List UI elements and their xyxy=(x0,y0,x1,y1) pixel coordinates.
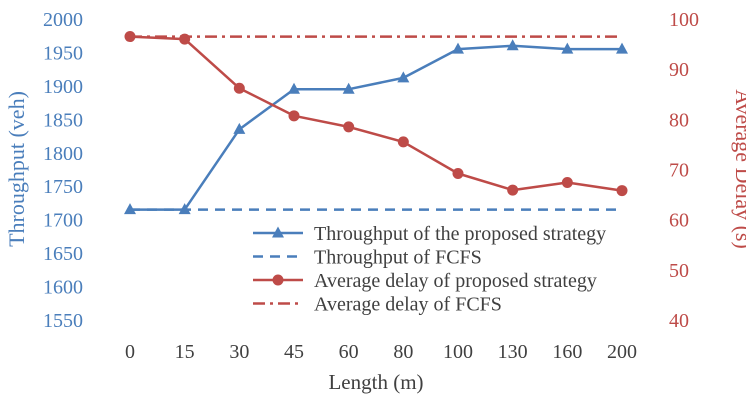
series-2-point-1 xyxy=(179,33,191,45)
series-2-point-7 xyxy=(507,184,519,196)
x-axis-title: Length (m) xyxy=(328,370,423,394)
x-tick-7: 130 xyxy=(498,341,528,363)
y-tick-left-7: 1900 xyxy=(43,76,83,98)
x-tick-6: 100 xyxy=(443,341,473,363)
series-0-point-2 xyxy=(233,122,246,134)
legend-label-2: Average delay of proposed strategy xyxy=(314,270,597,292)
series-0-point-5 xyxy=(397,71,410,83)
series-line-2 xyxy=(129,35,623,192)
y-tick-right-4: 80 xyxy=(669,109,689,131)
series-0-point-9 xyxy=(616,42,628,54)
y-tick-right-2: 60 xyxy=(669,210,689,232)
legend-label-0: Throughput of the proposed strategy xyxy=(314,223,606,245)
right-y-axis: 40 50 60 70 80 90 100 xyxy=(669,9,699,332)
y-tick-left-1: 1600 xyxy=(43,277,83,299)
series-2-point-2 xyxy=(233,82,245,94)
y-axis-title-left: Throughput (veh) xyxy=(4,91,29,247)
series-0-point-7 xyxy=(506,39,519,51)
series-0-point-8 xyxy=(561,42,574,54)
y-tick-left-2: 1650 xyxy=(43,243,83,265)
series-2-point-3 xyxy=(288,110,300,122)
legend-item-0: Throughput of the proposed strategy xyxy=(253,223,606,245)
series-0-point-6 xyxy=(452,42,464,54)
y-tick-left-9: 2000 xyxy=(43,9,83,31)
x-axis: 0 15 30 45 60 80 100 130 160 200 xyxy=(125,341,637,363)
y-tick-right-0: 40 xyxy=(669,310,689,332)
legend-item-2: Average delay of proposed strategy xyxy=(253,270,597,292)
legend-marker-2 xyxy=(272,274,284,286)
series-0-point-4 xyxy=(342,82,355,94)
y-tick-right-3: 70 xyxy=(669,160,689,182)
x-tick-2: 30 xyxy=(229,341,249,363)
legend-item-3: Average delay of FCFS xyxy=(253,294,502,316)
series-0-point-3 xyxy=(288,82,300,94)
y-tick-left-0: 1550 xyxy=(43,310,83,332)
y-tick-left-8: 1950 xyxy=(43,42,83,64)
series-2-point-9 xyxy=(616,185,628,197)
y-tick-left-5: 1800 xyxy=(43,143,83,165)
y-tick-left-3: 1700 xyxy=(43,210,83,232)
y-axis-title-right: Average Delay (s) xyxy=(731,89,746,249)
x-tick-9: 200 xyxy=(607,341,637,363)
legend-label-1: Throughput of FCFS xyxy=(314,247,482,269)
legend-item-1: Throughput of FCFS xyxy=(253,247,482,269)
left-y-axis: 1550 1600 1650 1700 1750 1800 1850 1900 1950 2000 xyxy=(43,9,83,332)
legend-marker-0 xyxy=(272,226,284,238)
series-2 xyxy=(124,31,628,197)
legend: Throughput of the proposed strategyThrou… xyxy=(253,223,606,316)
x-tick-0: 0 xyxy=(125,341,135,363)
x-tick-3: 45 xyxy=(284,341,304,363)
legend-label-3: Average delay of FCFS xyxy=(314,294,502,316)
y-tick-right-5: 90 xyxy=(669,59,689,81)
x-tick-5: 80 xyxy=(393,341,413,363)
series-2-point-6 xyxy=(452,168,464,180)
x-tick-1: 15 xyxy=(175,341,195,363)
series-2-point-5 xyxy=(397,136,409,148)
y-tick-left-4: 1750 xyxy=(43,176,83,198)
series-2-point-8 xyxy=(561,177,573,189)
series-2-point-4 xyxy=(343,121,355,133)
x-tick-8: 160 xyxy=(552,341,582,363)
series-line-0 xyxy=(130,44,622,211)
y-tick-left-6: 1850 xyxy=(43,109,83,131)
x-tick-4: 60 xyxy=(339,341,359,363)
series-0 xyxy=(124,39,628,215)
y-tick-right-6: 100 xyxy=(669,9,699,31)
y-tick-right-1: 50 xyxy=(669,260,689,282)
series-layer xyxy=(124,31,628,215)
